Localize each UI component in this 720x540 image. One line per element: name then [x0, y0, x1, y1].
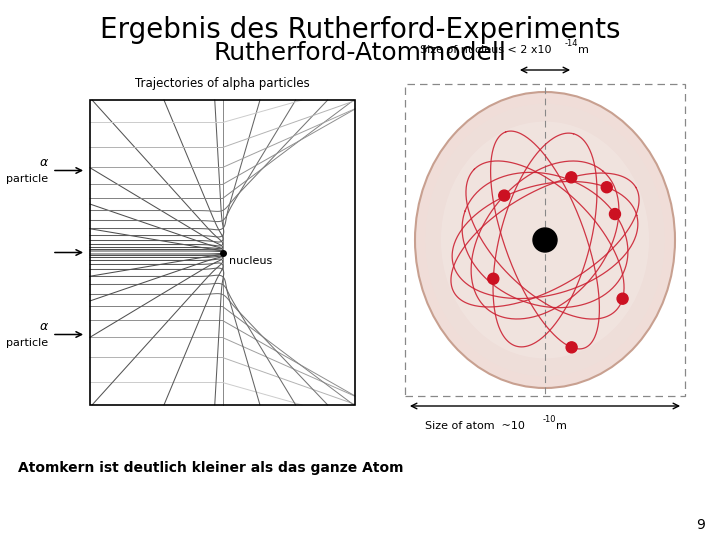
Ellipse shape [415, 92, 675, 388]
Text: 9: 9 [696, 518, 705, 532]
Circle shape [566, 172, 577, 183]
Text: particle: particle [6, 338, 48, 348]
Circle shape [566, 342, 577, 353]
Text: Ergebnis des Rutherford-Experiments: Ergebnis des Rutherford-Experiments [100, 16, 620, 44]
Text: Size of atom  ~10: Size of atom ~10 [425, 421, 525, 431]
Circle shape [609, 208, 621, 220]
Circle shape [601, 182, 612, 193]
Circle shape [487, 273, 499, 284]
Text: m: m [556, 421, 567, 431]
Text: α: α [40, 320, 48, 333]
Text: Size of nucleus < 2 x10: Size of nucleus < 2 x10 [420, 45, 552, 55]
Text: Rutherford-Atommodell: Rutherford-Atommodell [214, 41, 506, 65]
Text: nucleus: nucleus [230, 255, 273, 266]
Circle shape [617, 293, 628, 304]
Circle shape [499, 190, 510, 201]
Ellipse shape [426, 104, 665, 376]
Ellipse shape [441, 122, 649, 359]
Text: -10: -10 [543, 415, 557, 424]
Bar [90, 100, 355, 405]
Text: Trajectories of alpha particles: Trajectories of alpha particles [135, 77, 310, 90]
Text: Atomkern ist deutlich kleiner als das ganze Atom: Atomkern ist deutlich kleiner als das ga… [18, 461, 403, 475]
Bar [405, 84, 685, 396]
Text: α: α [40, 156, 48, 169]
Text: m: m [578, 45, 589, 55]
Text: particle: particle [6, 173, 48, 184]
Circle shape [533, 228, 557, 252]
Text: -14: -14 [565, 39, 578, 49]
